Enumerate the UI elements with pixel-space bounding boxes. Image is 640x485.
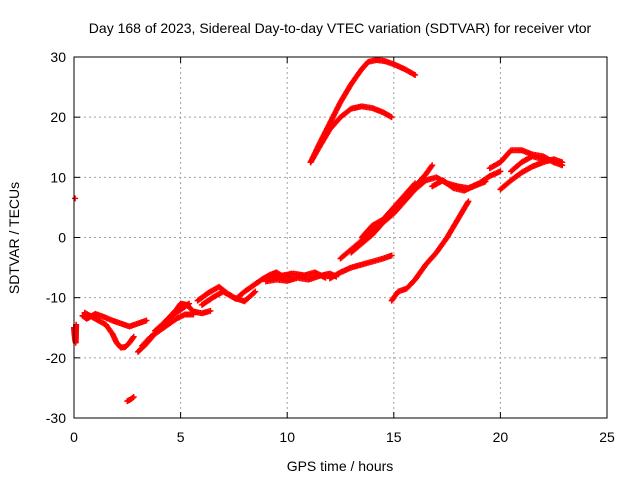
data-point bbox=[129, 394, 136, 401]
series-track-low-ramp bbox=[388, 198, 472, 304]
x-tick-label: 25 bbox=[599, 429, 615, 445]
series-track-upper bbox=[79, 310, 150, 330]
x-tick-label: 20 bbox=[493, 429, 509, 445]
chart-title: Day 168 of 2023, Sidereal Day-to-day VTE… bbox=[89, 20, 592, 36]
series-track-rise-a bbox=[134, 300, 214, 355]
y-tick-label: -30 bbox=[46, 410, 66, 426]
data-point bbox=[184, 301, 191, 308]
y-tick-label: 20 bbox=[50, 109, 66, 125]
data-point bbox=[190, 311, 197, 318]
series-track-hump-b bbox=[429, 177, 489, 194]
data-point bbox=[388, 252, 395, 259]
series-track-low-rise bbox=[326, 252, 395, 282]
data-point bbox=[388, 114, 395, 121]
data-point bbox=[186, 300, 193, 307]
data-point bbox=[412, 72, 419, 79]
data-point bbox=[252, 288, 259, 295]
data-point bbox=[559, 159, 566, 166]
data-point bbox=[129, 334, 136, 341]
data-point bbox=[482, 178, 489, 185]
series-track-late-b bbox=[497, 156, 566, 193]
y-tick-label: -20 bbox=[46, 350, 66, 366]
series-track-mid-b bbox=[198, 288, 259, 308]
data-point bbox=[429, 162, 436, 169]
data-point bbox=[412, 180, 419, 187]
grid bbox=[74, 57, 607, 418]
data-point bbox=[207, 307, 214, 314]
y-tick-label: 0 bbox=[58, 230, 66, 246]
x-tick-label: 5 bbox=[177, 429, 185, 445]
plot-frame bbox=[73, 56, 608, 419]
x-axis-label: GPS time / hours bbox=[287, 458, 394, 474]
series-track-arc-lower bbox=[307, 103, 395, 166]
y-tick-label: 10 bbox=[50, 169, 66, 185]
series-track-arc-upper bbox=[307, 57, 419, 166]
data-point bbox=[143, 317, 150, 324]
series-track-diag-a bbox=[337, 162, 436, 262]
y-tick-label: -10 bbox=[46, 290, 66, 306]
series-start-cluster bbox=[71, 321, 80, 346]
series-track-rise-b bbox=[139, 311, 197, 349]
data-point bbox=[130, 333, 137, 340]
series-track-dip bbox=[81, 309, 137, 351]
x-tick-label: 15 bbox=[386, 429, 402, 445]
data-point bbox=[497, 168, 504, 175]
axis-ticks: 0 5 10 15 20 25 -30 -20 -10 0 10 20 30 bbox=[46, 49, 615, 445]
x-tick-label: 10 bbox=[279, 429, 295, 445]
y-axis-label: SDTVAR / TECUs bbox=[6, 182, 22, 294]
data-point bbox=[251, 289, 258, 296]
series-track-diag-c bbox=[358, 180, 419, 241]
series-track-flat-b bbox=[267, 269, 329, 282]
data-point bbox=[411, 181, 418, 188]
series-outlier bbox=[124, 393, 137, 405]
data-point bbox=[130, 393, 137, 400]
data-points bbox=[71, 57, 566, 405]
x-tick-label: 0 bbox=[70, 429, 78, 445]
series-track-late-c bbox=[508, 153, 557, 175]
y-tick-label: 30 bbox=[50, 49, 66, 65]
data-point bbox=[465, 198, 472, 205]
data-point bbox=[550, 157, 557, 164]
series-start-point bbox=[72, 195, 79, 202]
data-point bbox=[72, 195, 79, 202]
series-track-rise-c bbox=[152, 300, 193, 334]
